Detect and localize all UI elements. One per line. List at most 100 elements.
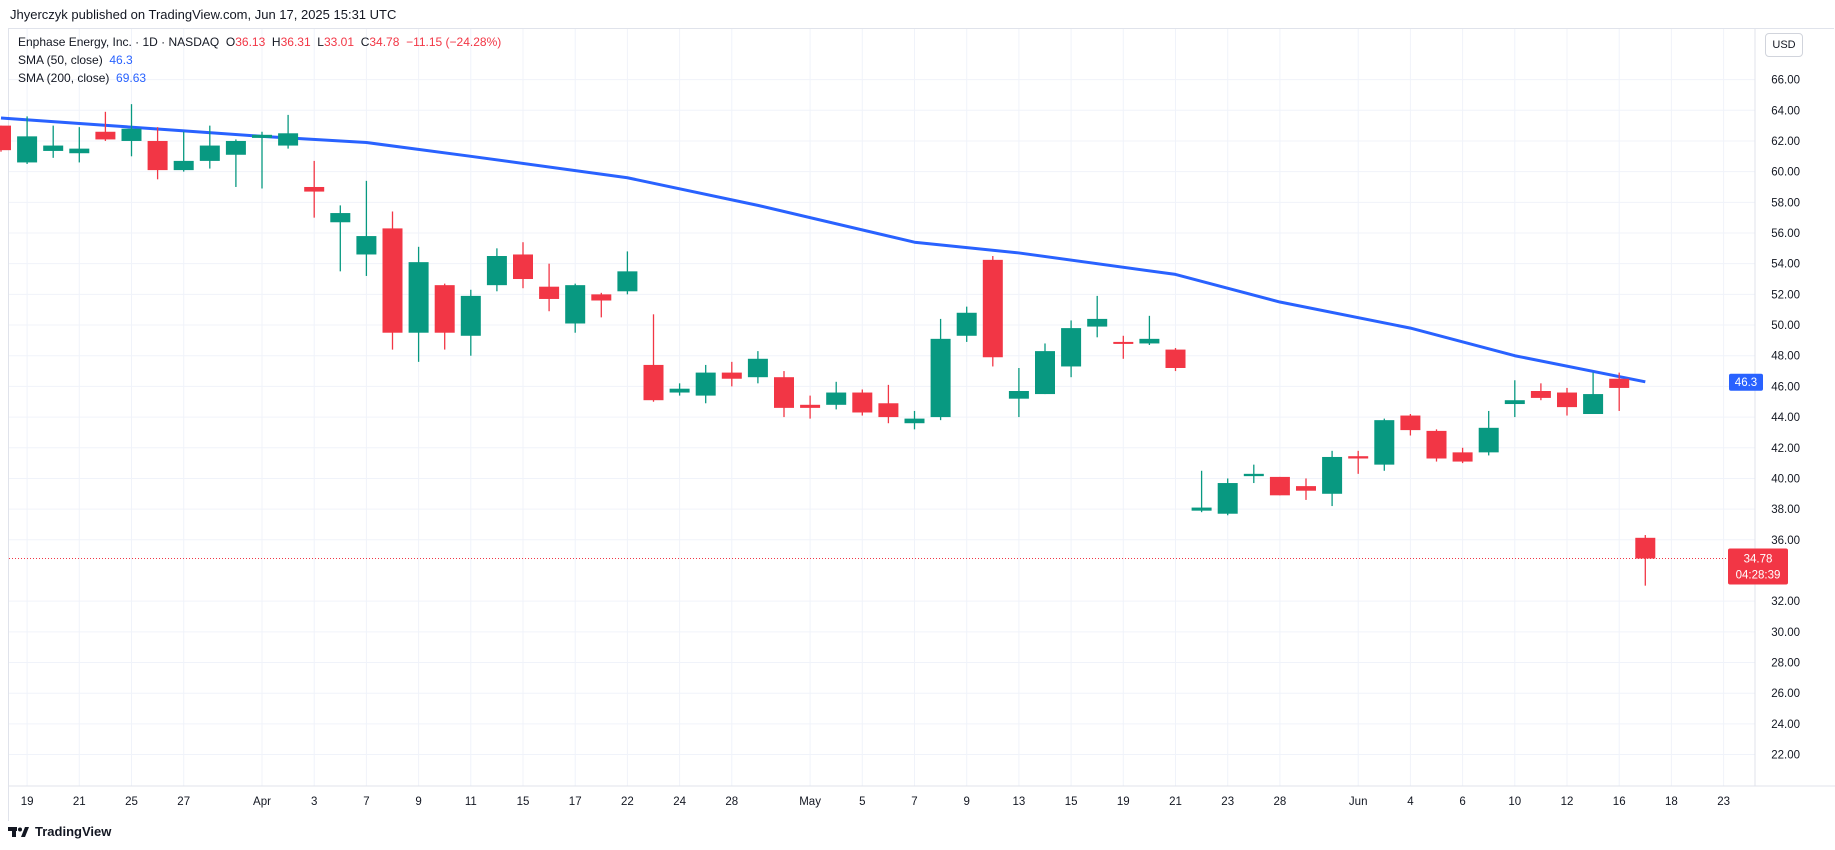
price-tick-label: 22.00 [1771, 750, 1800, 762]
candle [800, 395, 821, 419]
price-tick-label: 42.00 [1771, 443, 1800, 455]
candle-body-up [173, 160, 194, 171]
candle [408, 246, 429, 362]
candle [643, 314, 664, 402]
candle [382, 211, 403, 350]
time-tick-label: 18 [1665, 796, 1678, 808]
candle [956, 306, 977, 342]
high-value: 36.31 [280, 35, 311, 49]
time-tick-label: 16 [1613, 796, 1626, 808]
countdown-label: 04:28:39 [1736, 570, 1781, 582]
candle [69, 127, 90, 163]
candle-body-down [1296, 486, 1316, 491]
candle-body-down [1113, 341, 1134, 344]
candle-body-down [800, 404, 821, 408]
candle [1530, 383, 1551, 401]
candle [1139, 315, 1160, 345]
tradingview-logo[interactable]: TradingView [8, 824, 111, 839]
candle [356, 180, 377, 276]
candle-body-down [982, 259, 1003, 358]
candle-body-up [565, 285, 586, 324]
candle-body-up [486, 256, 507, 286]
candle [1165, 348, 1186, 372]
time-tick-label: 5 [859, 796, 865, 808]
candle-body-down [1348, 456, 1369, 459]
time-tick-label: 4 [1407, 796, 1414, 808]
time-tick-label: 19 [1117, 796, 1130, 808]
sma50-layer [0, 116, 1646, 384]
candle [774, 371, 794, 418]
candle [826, 381, 847, 410]
time-tick-label: 21 [1169, 796, 1182, 808]
price-markers: 34.78 04:28:39 46.3 [9, 373, 1788, 585]
candle [1269, 476, 1290, 496]
time-tick-label: 7 [363, 796, 369, 808]
time-tick-label: 27 [177, 796, 190, 808]
candle-body-down [1557, 392, 1577, 408]
candle-body-up [747, 358, 768, 378]
price-tick-label: 40.00 [1771, 473, 1800, 485]
sma50-badge [1729, 373, 1763, 391]
time-tick-label: 12 [1561, 796, 1574, 808]
candle-body-down [95, 131, 116, 140]
candle [1243, 464, 1264, 484]
candle-body-down [721, 372, 742, 379]
candle [591, 292, 612, 318]
time-tick-label: 7 [911, 796, 917, 808]
candle [1008, 367, 1029, 418]
candle [1478, 410, 1499, 456]
candle [460, 289, 481, 356]
candle [1635, 535, 1656, 586]
candle-body-down [513, 254, 533, 280]
legend-sma200[interactable]: SMA (200, close) 69.63 [18, 71, 146, 85]
candle-body-down [382, 228, 403, 333]
candle-body-down [1635, 537, 1656, 559]
time-tick-label: 15 [1065, 796, 1078, 808]
time-tick-label: 6 [1459, 796, 1465, 808]
price-tick-label: 56.00 [1771, 228, 1800, 240]
candle [1557, 387, 1577, 416]
candle-body-up [695, 372, 716, 396]
candle-body-up [1008, 391, 1029, 399]
candle [330, 205, 351, 272]
price-tick-label: 44.00 [1771, 412, 1800, 424]
candle [565, 283, 586, 333]
candle-body-down [1530, 391, 1551, 398]
last-price-label: 34.78 [1744, 554, 1773, 566]
candle [1400, 414, 1421, 436]
candle-body-up [408, 262, 429, 333]
price-tick-label: 30.00 [1771, 627, 1800, 639]
close-label: C [360, 35, 370, 49]
candle [721, 361, 742, 387]
price-tick-label: 46.00 [1771, 381, 1800, 393]
candle [1374, 418, 1395, 471]
candle [1609, 372, 1630, 411]
candle [1322, 450, 1343, 507]
candle [904, 410, 925, 430]
candle-body-down [1400, 415, 1421, 431]
price-tick-label: 36.00 [1771, 535, 1800, 547]
candle [1035, 343, 1055, 395]
sma200-label: SMA (200, close) [18, 71, 110, 85]
candle-body-up [225, 140, 246, 155]
price-tick-label: 50.00 [1771, 320, 1800, 332]
legend-sma50[interactable]: SMA (50, close) 46.3 [18, 53, 133, 67]
time-tick-label: 17 [569, 796, 582, 808]
high-label: H [271, 35, 281, 49]
time-tick-label: 25 [125, 796, 138, 808]
candle-body-down [539, 286, 560, 299]
candle-body-down [774, 377, 794, 408]
candle-body-up [121, 128, 142, 141]
price-tick-label: 62.00 [1771, 136, 1800, 148]
candle-body-up [199, 145, 220, 161]
legend-main: Enphase Energy, Inc. · 1D · NASDAQ O36.1… [18, 35, 501, 49]
time-tick-label: 13 [1013, 796, 1026, 808]
currency-button[interactable]: USD [1765, 33, 1803, 57]
price-tick-label: 58.00 [1771, 197, 1800, 209]
candle-body-down [434, 285, 455, 333]
time-tick-label: 9 [415, 796, 421, 808]
time-axis: 19 21 25 27 Apr 3 7 9 11 15 17 22 24 28 May 5 7 9 13 15 19 21… [9, 785, 1835, 808]
candle [199, 125, 220, 169]
candle-body-down [591, 294, 612, 301]
